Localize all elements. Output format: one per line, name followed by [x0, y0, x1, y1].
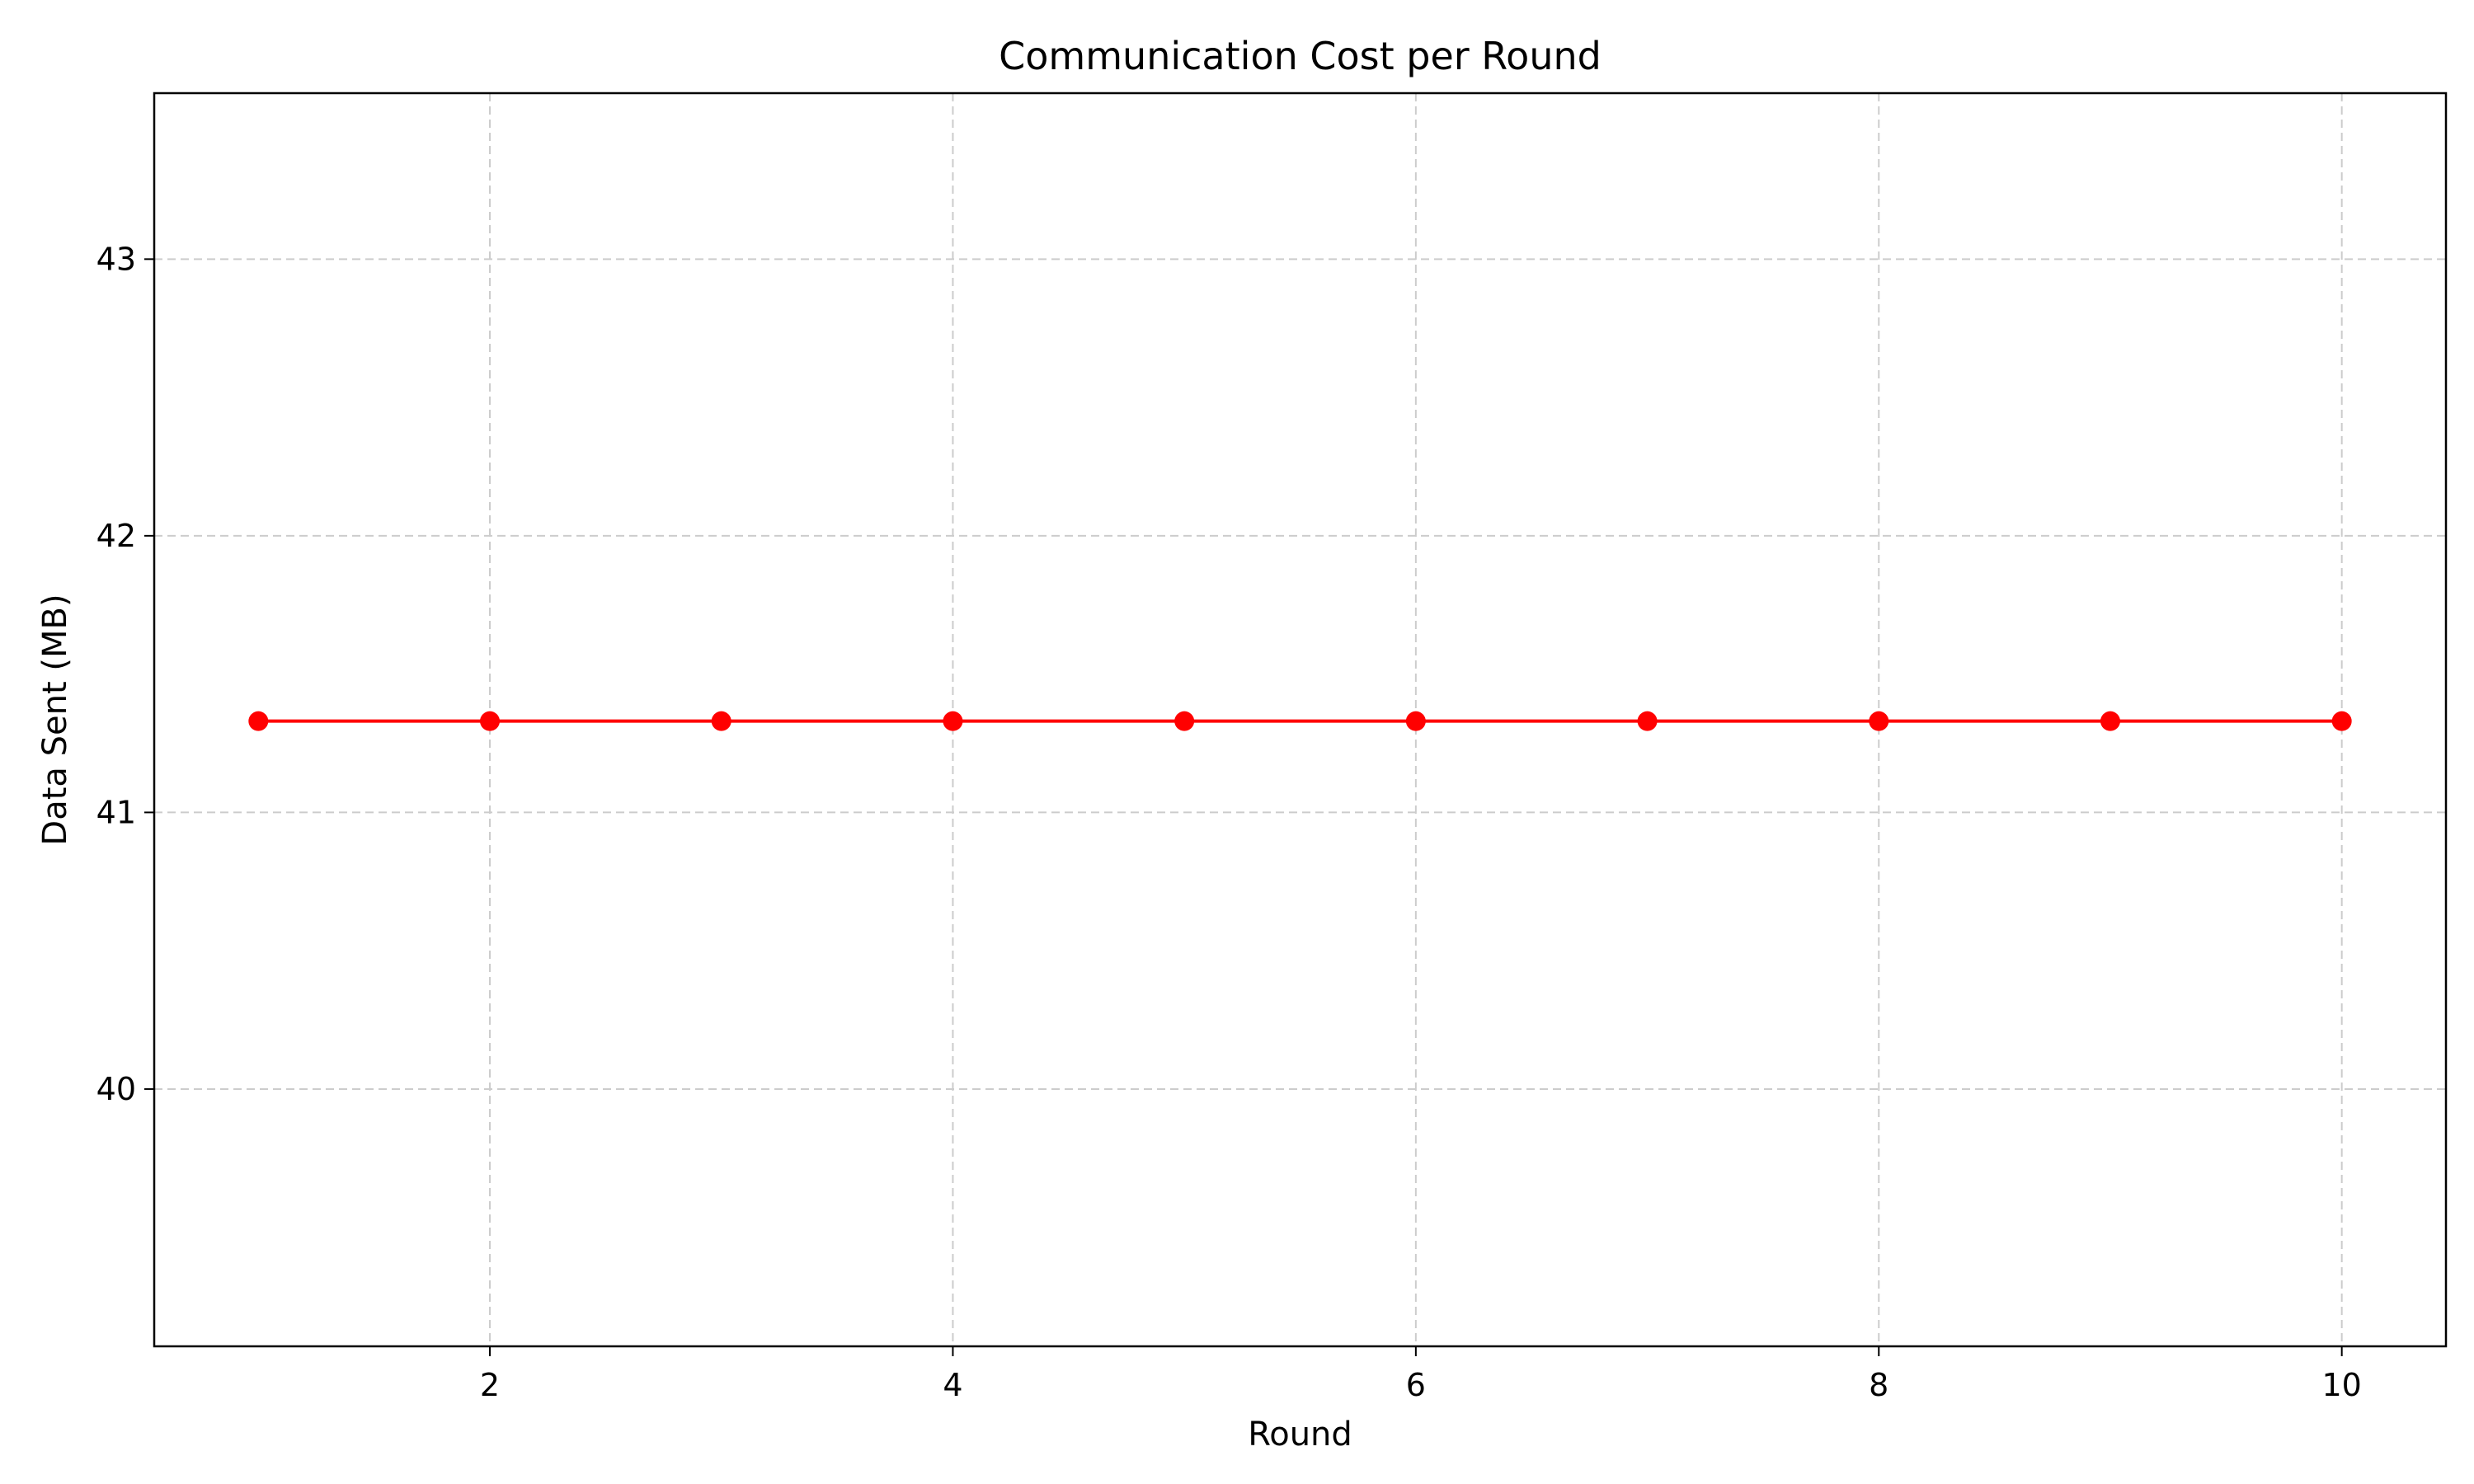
- chart-title: Communication Cost per Round: [999, 34, 1602, 78]
- y-tick-label: 41: [96, 794, 136, 830]
- x-axis-label: Round: [1248, 1416, 1352, 1453]
- y-axis-label: Data Sent (MB): [36, 594, 74, 845]
- data-point: [711, 711, 731, 731]
- data-point: [1637, 711, 1658, 731]
- data-point: [943, 711, 963, 731]
- data-point: [1174, 711, 1195, 731]
- data-point: [248, 711, 269, 731]
- ticks: 2 4 6 8 10 40 41 42 43: [96, 241, 2362, 1403]
- y-tick-label: 40: [96, 1071, 136, 1107]
- data-point: [2100, 711, 2120, 731]
- data-point: [2331, 711, 2352, 731]
- plot-frame: [153, 92, 2448, 1348]
- data-point: [1869, 711, 1889, 731]
- data-point: [1405, 711, 1426, 731]
- x-tick-label: 6: [1406, 1367, 1426, 1403]
- series-layer: [248, 711, 2352, 731]
- y-tick-label: 43: [96, 241, 136, 277]
- data-point: [480, 711, 501, 731]
- x-tick-label: 10: [2322, 1367, 2362, 1403]
- x-tick-label: 8: [1869, 1367, 1888, 1403]
- x-tick-label: 2: [480, 1367, 500, 1403]
- x-tick-label: 4: [943, 1367, 962, 1403]
- y-tick-label: 42: [96, 518, 136, 554]
